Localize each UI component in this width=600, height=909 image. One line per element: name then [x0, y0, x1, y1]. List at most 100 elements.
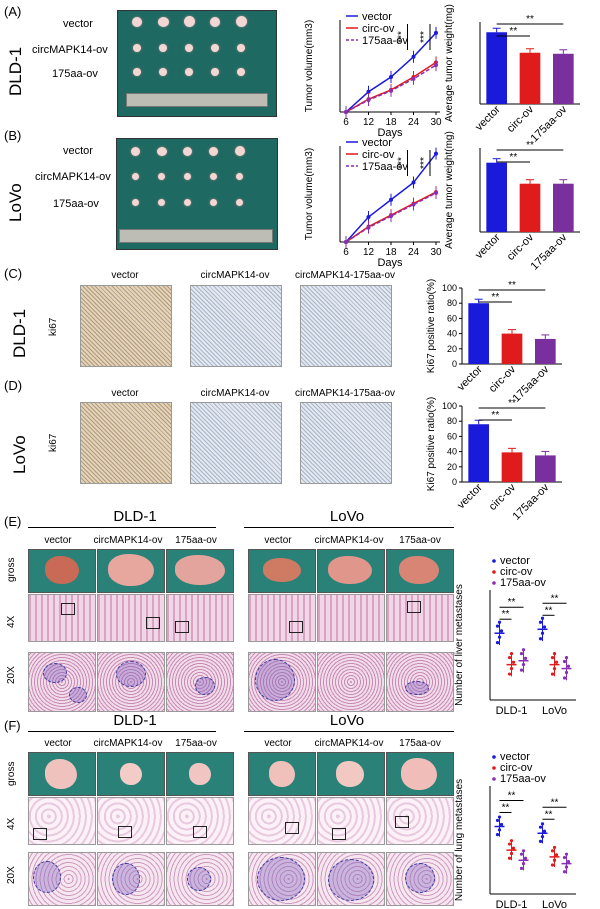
- A-volume-point: [434, 30, 438, 35]
- liver: [263, 558, 301, 582]
- A-volume-point: [411, 75, 416, 80]
- tumor: [131, 147, 140, 156]
- metastasis: [187, 867, 211, 891]
- E-liver-point: [519, 652, 524, 656]
- panel-e-col-175aa-lovo: 175aa-ov: [399, 535, 441, 546]
- A-weight-xtick-label: 175aa-ov: [529, 103, 570, 144]
- tumor: [184, 173, 191, 180]
- B-volume-point: [434, 191, 438, 196]
- E-liver-point: [509, 652, 514, 656]
- D-ki67-bar-vector: [468, 424, 489, 482]
- B-volume-legend-vector: vector: [362, 137, 392, 149]
- panel-d-col-vector: vector: [111, 388, 139, 399]
- D-ki67-ylabel: Ki67 positive ratio(%): [426, 397, 437, 491]
- panel-e-20x-4: [248, 652, 316, 712]
- panel-e-label: (E): [4, 514, 22, 529]
- E-liver-point: [497, 620, 502, 624]
- B-weight-xtick-label: circ-ov: [505, 231, 537, 263]
- tumor: [133, 44, 141, 52]
- F-lung-point: [495, 833, 500, 837]
- panel-f-4x-3: [166, 797, 234, 845]
- liver: [45, 556, 79, 584]
- F-lung-legend-swatch: [492, 755, 496, 759]
- panel-b-label: (B): [4, 128, 22, 143]
- panel-e-4x-2: [97, 594, 165, 642]
- F-lung-point: [507, 856, 512, 860]
- C-ki67-ytick-label: 60: [447, 313, 457, 323]
- F-lung-point: [542, 829, 547, 833]
- A-volume-point: [411, 76, 416, 81]
- C-ki67-sig: **: [491, 292, 499, 303]
- E-liver-point: [564, 670, 569, 675]
- B-weight-xtick-label: 175aa-ov: [529, 231, 570, 272]
- D-ki67-sig: **: [508, 398, 516, 409]
- panel-a-row-175aa: 175aa-ov: [52, 68, 98, 80]
- A-volume-point: [366, 97, 371, 102]
- B-volume-point: [434, 190, 438, 195]
- A-volume-xlabel: Days: [377, 127, 403, 139]
- F-lung-point: [507, 842, 512, 846]
- A-volume-series-circ-ov: [345, 61, 437, 113]
- metastasis: [328, 859, 374, 901]
- E-liver-point: [509, 666, 514, 671]
- tumor: [185, 44, 193, 52]
- F-lung-point: [511, 846, 516, 850]
- panel-f-group-lovo: LoVo: [329, 712, 365, 729]
- panel-c-ihc-175aa: [300, 285, 392, 367]
- D-ki67-sig: **: [491, 410, 499, 421]
- panel-f-label: (F): [4, 718, 21, 733]
- F-lung-sig: **: [545, 809, 553, 820]
- C-ki67-ytick-label: 100: [442, 283, 457, 293]
- panel-f-gross-4: [248, 752, 316, 796]
- B-volume-series-175aa-ov: [345, 192, 437, 243]
- liver: [175, 555, 225, 585]
- panel-c-col-175aa: circMAPK14-175aa-ov: [294, 270, 396, 281]
- panel-e-20x-3: [166, 652, 234, 712]
- metastasis: [405, 863, 435, 893]
- panel-b-tumor-photo: [116, 138, 278, 250]
- F-lung-point: [540, 822, 545, 826]
- F-lung-legend-swatch: [492, 777, 496, 781]
- B-volume-series-circ-ov: [345, 191, 437, 243]
- metastasis: [33, 861, 61, 893]
- metastasis: [112, 863, 140, 895]
- panel-f-20x-1: [28, 852, 96, 906]
- B-volume-point: [434, 151, 438, 156]
- F-lung-point: [538, 825, 543, 829]
- zoom-box: [175, 621, 189, 633]
- tumor: [209, 147, 218, 156]
- C-ki67-ytick-label: 80: [447, 298, 457, 308]
- panel-f-4x-5: [317, 797, 385, 845]
- tumor: [210, 17, 220, 27]
- E-liver-point: [542, 625, 547, 629]
- B-weight-ylabel: Average tumor weight(mg): [444, 131, 455, 249]
- metastasis: [257, 857, 305, 901]
- panel-d-label: (D): [4, 378, 23, 393]
- E-liver-sig: **: [502, 609, 510, 620]
- panel-f-gross-5: [317, 752, 385, 796]
- A-volume-point: [434, 60, 438, 65]
- B-weight-xtick-label: vector: [473, 231, 503, 261]
- E-liver-xtick-label: DLD-1: [496, 705, 528, 717]
- E-liver-point: [566, 664, 571, 668]
- tumor: [132, 173, 139, 180]
- A-volume-point: [389, 87, 393, 92]
- panel-e-20x-1: [28, 652, 96, 712]
- C-ki67-bar-175aa-ov: [535, 338, 556, 364]
- D-ki67-xtick-label: 175aa-ov: [511, 481, 552, 522]
- panel-f-gross-2: [97, 752, 165, 796]
- tumor: [158, 17, 169, 27]
- A-volume-point: [366, 89, 371, 94]
- D-ki67-ytick-label: 60: [447, 431, 457, 441]
- F-lung-point: [562, 855, 567, 860]
- panel-f-row-20x: 20X: [6, 866, 17, 884]
- zoom-box: [332, 828, 346, 840]
- panel-d-ihc-circ: [190, 402, 282, 484]
- E-liver-legend-swatch: [492, 570, 496, 574]
- panel-e-col-vector-lovo: vector: [264, 535, 292, 546]
- E-liver-point: [521, 648, 526, 652]
- liver: [399, 556, 439, 584]
- panel-e-20x-6: [386, 652, 454, 712]
- B-weight-bar-circ-ov: [519, 183, 541, 232]
- panel-c-ihc-vector: [80, 285, 172, 367]
